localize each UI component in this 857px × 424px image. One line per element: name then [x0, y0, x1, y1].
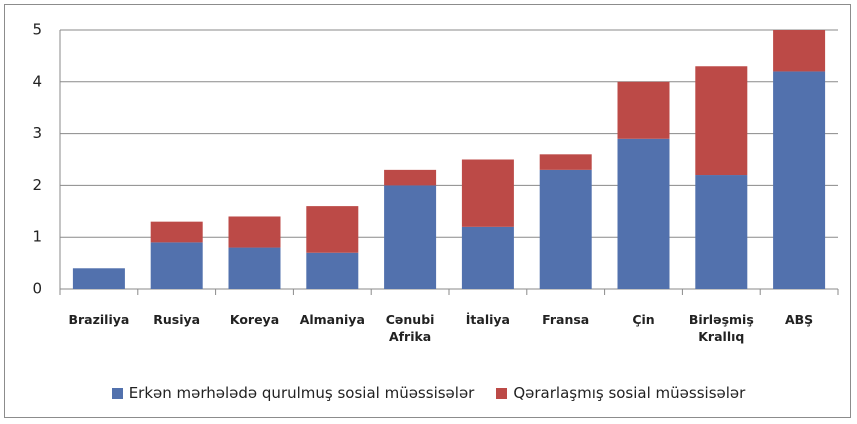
x-tick-label: Almaniya: [299, 312, 365, 327]
bar-segment: [773, 30, 826, 72]
legend-item: Erkən mərhələdə qurulmuş sosial müəssisə…: [111, 384, 475, 402]
bar-segment: [461, 159, 514, 227]
x-tick-label: Koreya: [229, 312, 280, 327]
y-tick-label: 2: [32, 176, 42, 194]
bar-segment: [384, 169, 437, 186]
y-tick-label: 3: [32, 124, 42, 142]
x-tick-label: Rusiya: [153, 312, 201, 327]
legend-item: Qərarlaşmış sosial müəssisələr: [496, 384, 745, 402]
bar-segment: [72, 268, 125, 289]
x-tick-label: Çin: [632, 312, 655, 327]
legend-swatch: [496, 387, 508, 399]
bar-segment: [539, 154, 592, 170]
y-tick-label: 1: [32, 228, 42, 246]
bar-segment: [228, 247, 281, 289]
x-tick-label: ABŞ: [784, 312, 814, 327]
x-tick-label: Birləşmiş Krallıq: [688, 312, 754, 344]
y-tick-label: 0: [32, 280, 42, 298]
bar-segment: [617, 81, 670, 139]
bar-segment: [695, 175, 748, 289]
legend-label: Qərarlaşmış sosial müəssisələr: [513, 384, 746, 402]
bar-segment: [306, 206, 359, 253]
y-tick-label: 5: [32, 21, 42, 39]
x-tick-label: Fransa: [542, 312, 590, 327]
legend-swatch: [111, 387, 123, 399]
bar-segment: [228, 216, 281, 248]
bar-segment: [617, 138, 670, 289]
bar-segment: [150, 221, 203, 243]
legend-label: Erkən mərhələdə qurulmuş sosial müəssisə…: [128, 384, 475, 402]
bar-segment: [306, 252, 359, 289]
bar-segment: [384, 185, 437, 289]
x-tick-label: Braziliya: [68, 312, 130, 327]
bar-segment: [461, 226, 514, 289]
chart-frame: [4, 4, 851, 418]
bar-segment: [539, 169, 592, 289]
bar-segment: [773, 71, 826, 289]
bar-segment: [695, 66, 748, 176]
legend: Erkən mərhələdə qurulmuş sosial müəssisə…: [0, 384, 857, 402]
y-tick-label: 4: [32, 72, 42, 90]
bar-segment: [150, 242, 203, 289]
x-tick-label: Cənubi Afrika: [385, 312, 435, 344]
x-tick-label: İtaliya: [465, 312, 510, 327]
